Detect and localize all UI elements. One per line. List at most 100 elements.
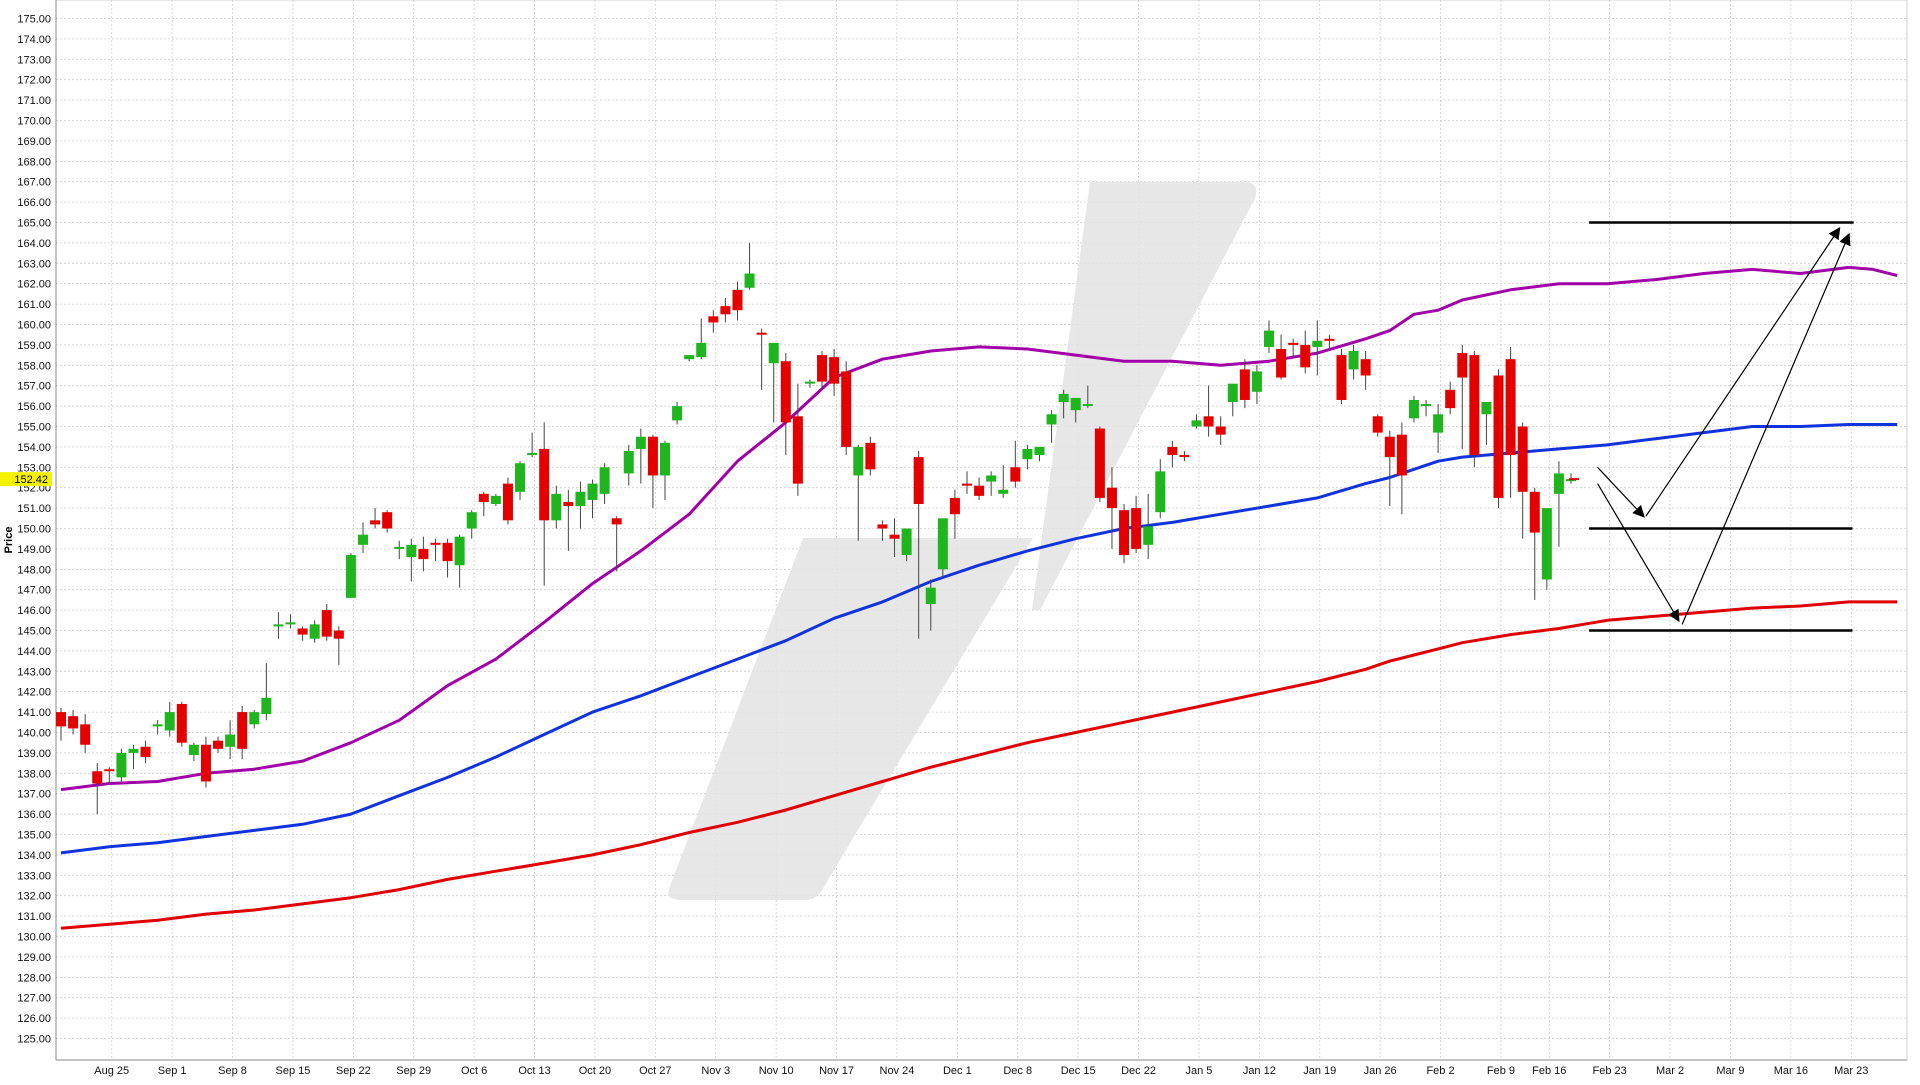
candle-body xyxy=(817,355,828,382)
y-tick-label: 149.00 xyxy=(17,544,51,556)
candle-body xyxy=(1010,467,1021,482)
candle xyxy=(1094,426,1105,502)
candle-body xyxy=(104,769,115,772)
candle xyxy=(804,379,815,388)
candle-body xyxy=(1155,471,1166,513)
y-tick-label: 148.00 xyxy=(17,564,51,576)
moving-average-line xyxy=(60,423,1898,855)
candle xyxy=(116,748,127,782)
candle-body xyxy=(1433,414,1444,433)
candle xyxy=(213,736,224,753)
candle xyxy=(1155,459,1166,519)
candle xyxy=(998,465,1009,498)
candle-body xyxy=(309,624,320,639)
candle xyxy=(1131,495,1142,553)
candle xyxy=(949,489,960,539)
candle xyxy=(1433,404,1444,454)
candle xyxy=(406,538,417,582)
candle-body xyxy=(237,712,248,749)
candle xyxy=(925,579,936,631)
candle-body xyxy=(140,746,151,757)
candle xyxy=(1529,487,1540,600)
y-tick-label: 162.00 xyxy=(17,279,51,291)
candle-body xyxy=(962,483,972,486)
candle xyxy=(708,310,719,333)
moving-average-line xyxy=(60,600,1898,930)
projection-arrow xyxy=(1645,226,1841,517)
candle xyxy=(937,518,948,578)
candle-body xyxy=(551,493,562,521)
candle-body xyxy=(92,771,103,784)
candle xyxy=(261,663,272,721)
candle xyxy=(1396,422,1407,515)
candle-body xyxy=(1119,510,1130,556)
candle xyxy=(575,481,586,529)
candle-body xyxy=(1553,473,1564,494)
candle xyxy=(430,538,441,562)
candle-body xyxy=(261,697,272,715)
candle-body xyxy=(865,442,876,470)
candle xyxy=(1203,385,1214,437)
candle-body xyxy=(998,489,1009,494)
candle xyxy=(1119,504,1130,564)
candle xyxy=(1058,389,1069,419)
candle-body xyxy=(370,520,381,525)
candle-body xyxy=(1094,428,1105,498)
y-tick-label: 156.00 xyxy=(17,401,51,413)
candle xyxy=(490,493,501,507)
candle-body xyxy=(539,448,550,521)
candle-body xyxy=(563,501,574,507)
x-tick-label: Sep 15 xyxy=(275,1065,310,1077)
y-tick-label: 171.00 xyxy=(17,95,51,107)
candle xyxy=(1034,446,1045,462)
candle-body xyxy=(515,463,526,492)
x-tick-label: Oct 6 xyxy=(461,1065,487,1077)
candle xyxy=(1239,359,1250,409)
x-tick-label: Sep 29 xyxy=(396,1065,431,1077)
candle-body xyxy=(792,416,803,484)
candle xyxy=(502,477,513,525)
candle-body xyxy=(611,518,622,525)
candle-body xyxy=(466,512,477,529)
candle-body xyxy=(1070,397,1081,411)
candle-body xyxy=(901,528,912,556)
candle xyxy=(527,432,538,458)
candle xyxy=(1167,440,1178,468)
y-tick-label: 134.00 xyxy=(17,850,51,862)
candle-body xyxy=(128,748,139,753)
candle xyxy=(1481,402,1492,445)
x-tick-label: Jan 5 xyxy=(1185,1065,1212,1077)
annotations xyxy=(1589,221,1854,632)
candle xyxy=(418,536,429,572)
candle-body xyxy=(1505,359,1516,456)
x-tick-label: Dec 8 xyxy=(1003,1065,1032,1077)
candle xyxy=(1300,330,1311,374)
candle-body xyxy=(1469,355,1480,456)
candle-body xyxy=(176,703,187,743)
candle-body xyxy=(418,548,429,560)
candle-body xyxy=(249,712,260,725)
candle xyxy=(768,342,779,423)
y-tick-label: 157.00 xyxy=(17,381,51,393)
x-tick-label: Feb 23 xyxy=(1593,1065,1627,1077)
candle-body xyxy=(297,628,308,635)
plot-area xyxy=(55,0,1908,1061)
candle xyxy=(297,626,308,641)
candle-body xyxy=(1421,404,1432,407)
candle xyxy=(1010,440,1021,488)
y-tick-label: 173.00 xyxy=(17,54,51,66)
candle xyxy=(92,763,103,815)
candle xyxy=(309,620,320,643)
candle xyxy=(80,714,91,753)
candle xyxy=(128,744,139,770)
candle-body xyxy=(406,544,417,558)
candle-body xyxy=(841,371,852,447)
y-tick-label: 139.00 xyxy=(17,748,51,760)
candle-body xyxy=(708,316,719,323)
candle xyxy=(68,710,79,735)
candle xyxy=(974,477,985,500)
candle xyxy=(370,508,381,529)
x-tick-label: Oct 13 xyxy=(518,1065,550,1077)
candle xyxy=(225,720,236,760)
x-tick-label: Jan 19 xyxy=(1303,1065,1336,1077)
